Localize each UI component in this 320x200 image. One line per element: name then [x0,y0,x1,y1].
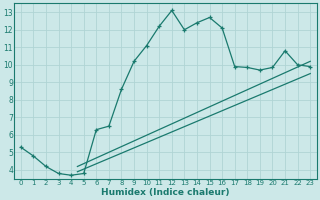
X-axis label: Humidex (Indice chaleur): Humidex (Indice chaleur) [101,188,230,197]
